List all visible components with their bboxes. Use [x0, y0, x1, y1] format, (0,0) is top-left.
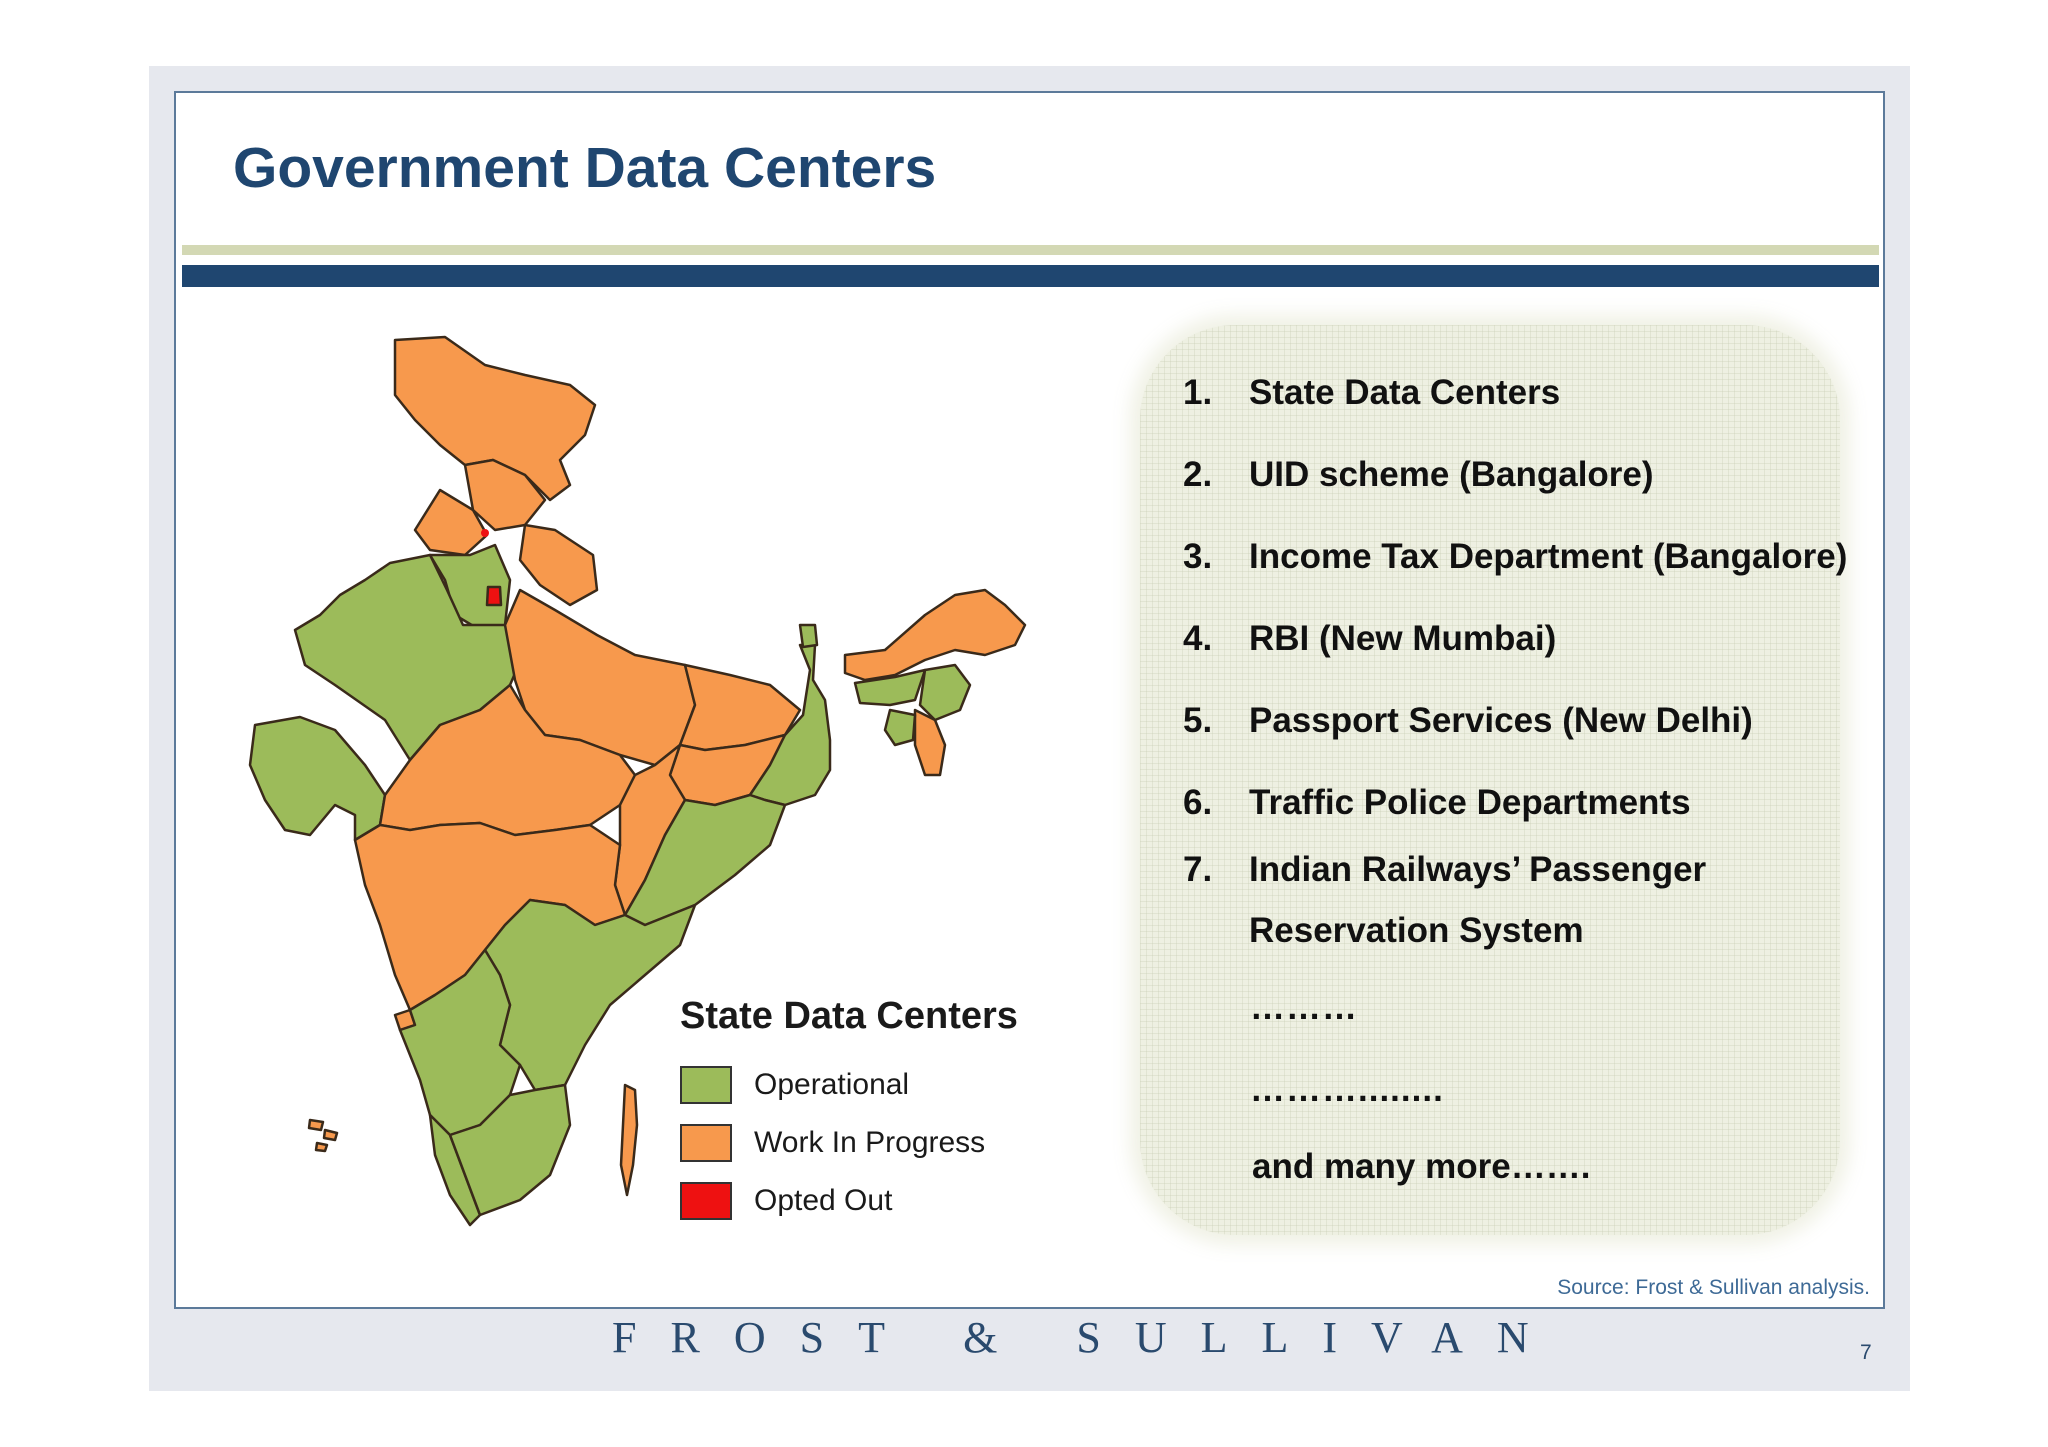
legend-swatch-opted-out — [680, 1182, 732, 1220]
list-item-number: 5. — [1183, 701, 1213, 740]
list-item: 3. Income Tax Department (Bangalore) — [1183, 537, 1847, 577]
india-map-svg — [248, 335, 1027, 1227]
list-item-number: 4. — [1183, 619, 1213, 658]
map-region-operational — [918, 663, 972, 722]
legend-swatch-operational — [680, 1066, 732, 1104]
list-item-text: State Data Centers — [1249, 373, 1561, 412]
list-item-text: Indian Railways’ Passenger — [1249, 850, 1707, 889]
map-region-operational — [883, 708, 917, 747]
title-rule-dark — [182, 265, 1879, 287]
list-item-text: UID scheme (Bangalore) — [1249, 455, 1654, 494]
map-region-work-in-progress — [619, 1083, 639, 1197]
map-region-work-in-progress — [307, 1118, 325, 1132]
legend-item-work-in-progress: Work In Progress — [680, 1114, 1018, 1172]
map-region-work-in-progress — [322, 1128, 339, 1142]
list-item-number: 3. — [1183, 537, 1213, 576]
legend-swatch-work-in-progress — [680, 1124, 732, 1162]
list-item: 4. RBI (New Mumbai) — [1183, 619, 1556, 659]
list-item: 5. Passport Services (New Delhi) — [1183, 701, 1753, 741]
legend-title: State Data Centers — [680, 995, 1018, 1037]
list-item-number: 1. — [1183, 373, 1213, 412]
list-ellipsis: ……… — [1250, 988, 1358, 1027]
list-item: 1. State Data Centers — [1183, 373, 1560, 413]
list-item: 2. UID scheme (Bangalore) — [1183, 455, 1654, 495]
map-region-operational — [248, 715, 387, 842]
map-region-work-in-progress — [913, 708, 947, 777]
list-item: 7. Indian Railways’ Passenger — [1183, 850, 1706, 890]
map-region-operational — [448, 1083, 572, 1217]
list-item: 6. Traffic Police Departments — [1183, 783, 1691, 823]
page-number: 7 — [1860, 1341, 1872, 1364]
legend-label: Operational — [754, 1068, 910, 1101]
map-region-opted-out — [485, 585, 503, 607]
title-rule-light — [182, 245, 1879, 255]
map-region-work-in-progress — [393, 335, 597, 502]
list-item-number: 7. — [1183, 850, 1213, 889]
source-note: Source: Frost & Sullivan analysis. — [1557, 1276, 1870, 1299]
map-region-work-in-progress — [463, 458, 547, 532]
legend-item-operational: Operational — [680, 1056, 1018, 1114]
list-item-text: Traffic Police Departments — [1249, 783, 1691, 822]
list-item-number: 6. — [1183, 783, 1213, 822]
map-legend: State Data Centers Operational Work In P… — [680, 995, 1018, 1230]
map-region-work-in-progress — [314, 1141, 329, 1153]
list-item-continuation: Reservation System — [1249, 911, 1584, 950]
list-item-text: Passport Services (New Delhi) — [1249, 701, 1753, 740]
legend-label: Work In Progress — [754, 1126, 986, 1159]
legend-item-opted-out: Opted Out — [680, 1172, 1018, 1230]
map-region-work-in-progress — [843, 588, 1027, 682]
list-item-number: 2. — [1183, 455, 1213, 494]
india-state-map — [225, 325, 1105, 1275]
data-center-list-panel — [1140, 325, 1840, 1235]
list-item-text: RBI (New Mumbai) — [1249, 619, 1557, 658]
list-item-text: Income Tax Department (Bangalore) — [1249, 537, 1848, 576]
list-more-text: and many more……. — [1252, 1147, 1591, 1186]
frost-sullivan-logo: FROST & SULLIVAN — [612, 1313, 1563, 1362]
map-region-operational — [798, 623, 819, 649]
map-region-work-in-progress — [518, 523, 599, 607]
slide-title: Government Data Centers — [233, 136, 937, 200]
list-ellipsis: ………........ — [1250, 1070, 1444, 1109]
legend-label: Opted Out — [754, 1184, 893, 1217]
map-region-operational — [853, 668, 927, 707]
